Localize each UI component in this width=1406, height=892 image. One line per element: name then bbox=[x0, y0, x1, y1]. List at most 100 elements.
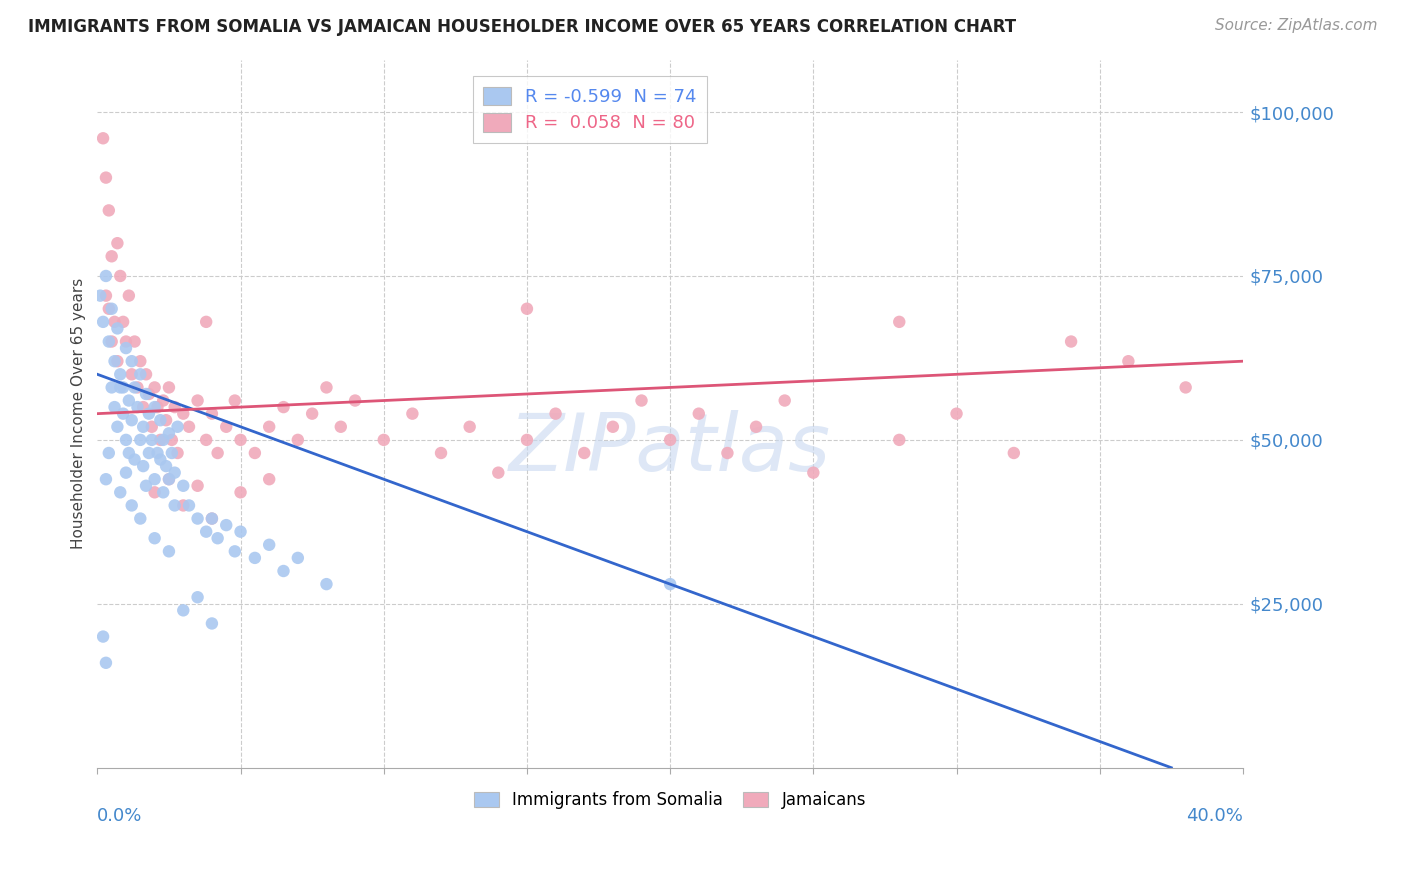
Point bbox=[91, 630, 114, 644]
Point bbox=[163, 499, 186, 513]
Point bbox=[207, 531, 229, 545]
Point bbox=[163, 466, 186, 480]
Point bbox=[745, 419, 768, 434]
Point bbox=[157, 472, 180, 486]
Point bbox=[112, 407, 135, 421]
Point bbox=[118, 446, 141, 460]
Point bbox=[100, 249, 122, 263]
Point bbox=[273, 564, 295, 578]
Point bbox=[315, 577, 337, 591]
Point bbox=[94, 288, 117, 302]
Point bbox=[112, 380, 135, 394]
Point bbox=[112, 315, 135, 329]
Point bbox=[201, 616, 224, 631]
Point bbox=[115, 341, 138, 355]
Point bbox=[172, 603, 194, 617]
Point bbox=[135, 368, 157, 382]
Text: 40.0%: 40.0% bbox=[1187, 806, 1243, 824]
Point bbox=[224, 544, 246, 558]
Point bbox=[516, 433, 538, 447]
Point bbox=[257, 419, 280, 434]
Point bbox=[688, 407, 710, 421]
Point bbox=[157, 472, 180, 486]
Point bbox=[110, 485, 132, 500]
Point bbox=[315, 380, 337, 394]
Point bbox=[149, 413, 172, 427]
Point bbox=[243, 446, 266, 460]
Point bbox=[224, 393, 246, 408]
Point bbox=[143, 485, 166, 500]
Point bbox=[243, 550, 266, 565]
Point bbox=[195, 433, 218, 447]
Point bbox=[146, 446, 169, 460]
Point bbox=[97, 301, 120, 316]
Point bbox=[124, 334, 146, 349]
Point bbox=[257, 472, 280, 486]
Point bbox=[105, 236, 128, 251]
Point bbox=[155, 459, 177, 474]
Point bbox=[301, 407, 323, 421]
Point bbox=[152, 485, 174, 500]
Point bbox=[149, 433, 172, 447]
Point bbox=[103, 315, 125, 329]
Legend: Immigrants from Somalia, Jamaicans: Immigrants from Somalia, Jamaicans bbox=[467, 785, 873, 816]
Point bbox=[257, 538, 280, 552]
Point bbox=[155, 413, 177, 427]
Point bbox=[94, 656, 117, 670]
Point bbox=[138, 407, 160, 421]
Point bbox=[160, 446, 183, 460]
Text: IMMIGRANTS FROM SOMALIA VS JAMAICAN HOUSEHOLDER INCOME OVER 65 YEARS CORRELATION: IMMIGRANTS FROM SOMALIA VS JAMAICAN HOUS… bbox=[28, 18, 1017, 36]
Point bbox=[121, 499, 143, 513]
Point bbox=[1002, 446, 1025, 460]
Point bbox=[659, 577, 682, 591]
Point bbox=[201, 511, 224, 525]
Point bbox=[105, 354, 128, 368]
Point bbox=[773, 393, 796, 408]
Point bbox=[172, 479, 194, 493]
Point bbox=[110, 380, 132, 394]
Point bbox=[889, 315, 911, 329]
Point bbox=[103, 400, 125, 414]
Point bbox=[187, 591, 209, 605]
Point bbox=[100, 334, 122, 349]
Point bbox=[143, 380, 166, 394]
Point bbox=[160, 433, 183, 447]
Point bbox=[801, 466, 824, 480]
Point bbox=[127, 400, 149, 414]
Point bbox=[945, 407, 967, 421]
Point bbox=[143, 400, 166, 414]
Point bbox=[177, 419, 200, 434]
Point bbox=[486, 466, 509, 480]
Point bbox=[135, 479, 157, 493]
Point bbox=[149, 452, 172, 467]
Point bbox=[124, 380, 146, 394]
Point bbox=[458, 419, 481, 434]
Point bbox=[287, 550, 309, 565]
Point bbox=[143, 531, 166, 545]
Point bbox=[430, 446, 453, 460]
Point bbox=[544, 407, 567, 421]
Point bbox=[229, 433, 252, 447]
Point bbox=[103, 354, 125, 368]
Point bbox=[129, 354, 152, 368]
Point bbox=[141, 419, 163, 434]
Point bbox=[121, 354, 143, 368]
Point bbox=[105, 321, 128, 335]
Point bbox=[115, 466, 138, 480]
Point bbox=[1118, 354, 1140, 368]
Point bbox=[229, 485, 252, 500]
Point bbox=[329, 419, 352, 434]
Point bbox=[138, 446, 160, 460]
Point bbox=[187, 479, 209, 493]
Text: ZIPatlas: ZIPatlas bbox=[509, 410, 831, 488]
Point bbox=[166, 446, 188, 460]
Point bbox=[152, 393, 174, 408]
Text: Source: ZipAtlas.com: Source: ZipAtlas.com bbox=[1215, 18, 1378, 33]
Point bbox=[157, 380, 180, 394]
Point bbox=[287, 433, 309, 447]
Point bbox=[121, 368, 143, 382]
Point bbox=[115, 433, 138, 447]
Point bbox=[127, 380, 149, 394]
Point bbox=[1174, 380, 1197, 394]
Point bbox=[129, 433, 152, 447]
